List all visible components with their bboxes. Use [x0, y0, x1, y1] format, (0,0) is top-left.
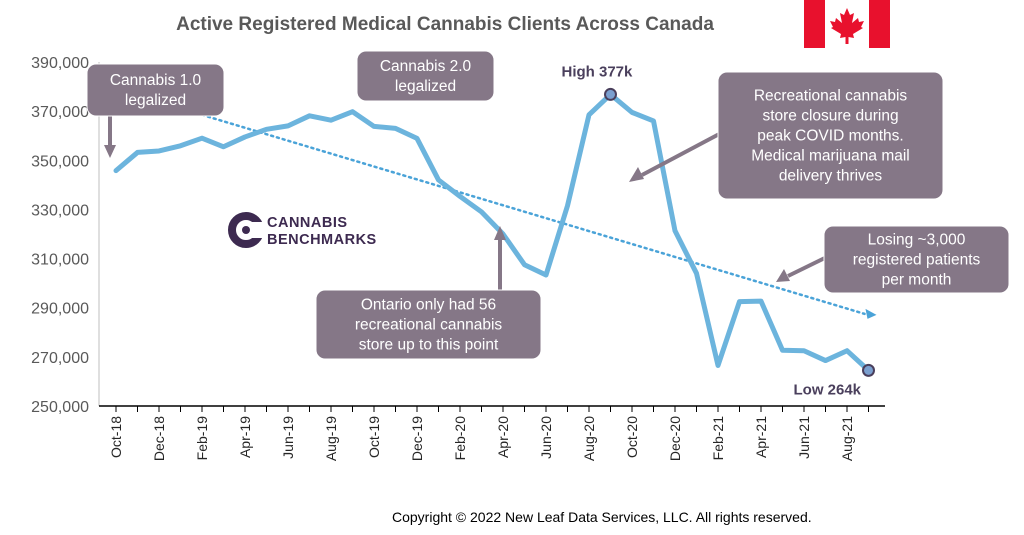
logo-dot-icon [242, 226, 250, 234]
y-axis: 250,000 270,000 290,000 310,000 330,000 350,0… [31, 55, 100, 416]
x-tick-label: Apr-19 [237, 416, 253, 458]
annotation-text-line: recreational cannabis [355, 317, 503, 334]
x-tick-label: Jun-19 [280, 416, 296, 459]
annotation-cannabis-2: Cannabis 2.0 legalized [356, 50, 495, 102]
x-tick-label: Jun-20 [538, 416, 554, 459]
y-tick-label: 290,000 [31, 301, 89, 318]
y-tick-label: 330,000 [31, 202, 89, 219]
x-tick-label: Aug-19 [323, 416, 339, 461]
high-label: High 377k [562, 63, 634, 80]
y-tick-label: 370,000 [31, 104, 89, 121]
annotation-box [823, 225, 1010, 294]
chart-title: Active Registered Medical Cannabis Clien… [176, 14, 714, 35]
cannabis-benchmarks-logo: CANNABIS BENCHMARKS [228, 212, 377, 248]
x-axis: Oct-18 Dec-18 Feb-19 Apr-19 Jun-19 Aug-19 Oct-… [99, 405, 885, 461]
series-line [113, 91, 871, 373]
annotation-arrowhead [629, 167, 644, 182]
copyright-notice: Copyright © 2022 New Leaf Data Services,… [392, 509, 812, 525]
y-tick-label: 350,000 [31, 153, 89, 170]
annotation-text-line: delivery thrives [779, 168, 883, 185]
logo-ring-gap [250, 222, 264, 238]
x-tick-label: Apr-20 [495, 416, 511, 458]
x-tick-label: Feb-21 [710, 416, 726, 461]
annotation-text-line: Ontario only had 56 [361, 297, 496, 314]
annotation-text-line: Cannabis 2.0 [380, 58, 472, 75]
annotation-text-line: registered patients [853, 252, 981, 269]
x-tick-label: Dec-18 [151, 416, 167, 461]
annotation-arrowhead [104, 145, 116, 158]
x-tick-label: Aug-21 [839, 416, 855, 461]
annotation-text-line: Cannabis 1.0 [110, 72, 202, 89]
y-tick-label: 310,000 [31, 252, 89, 269]
annotation-box [315, 289, 542, 360]
annotation-cannabis-1: Cannabis 1.0 legalized [86, 63, 225, 158]
x-tick-label: Feb-19 [194, 416, 210, 461]
annotation-box [356, 50, 495, 102]
flag-right-bar [869, 0, 890, 48]
annotation-text-line: Losing ~3,000 [868, 232, 966, 249]
x-tick-label: Aug-20 [581, 416, 597, 461]
annotation-covid-closure: Recreational cannabis store closure durin… [629, 71, 944, 200]
annotation-losing-patients: Losing ~3,000 registered patients per mont… [776, 225, 1010, 294]
annotation-text-line: store closure during [762, 108, 898, 125]
trend-line [114, 87, 866, 316]
x-tick-label: Oct-19 [366, 416, 382, 458]
x-tick-label: Dec-20 [667, 416, 683, 461]
annotation-text-line: legalized [395, 78, 456, 95]
annotation-box [717, 71, 944, 200]
x-tick-label: Jun-21 [796, 416, 812, 459]
annotation-text-line: store up to this point [359, 337, 499, 354]
low-label: Low 264k [794, 381, 862, 398]
x-tick-label: Feb-20 [452, 416, 468, 461]
canada-flag [804, 0, 890, 48]
flag-left-bar [804, 0, 825, 48]
annotation-box [86, 63, 225, 117]
annotation-layer: Cannabis 1.0 legalized Cannabis 2.0 legaliz… [86, 50, 1010, 360]
annotation-text-line: Recreational cannabis [754, 88, 908, 105]
logo-line1: CANNABIS [267, 215, 348, 231]
maple-leaf-icon [830, 8, 864, 44]
annotation-text-line: peak COVID months. [757, 128, 903, 145]
y-tick-label: 390,000 [31, 55, 89, 72]
annotation-text-line: legalized [125, 92, 186, 109]
low-point-marker [862, 363, 875, 377]
y-tick-label: 270,000 [31, 350, 89, 367]
y-tick-label: 250,000 [31, 399, 89, 416]
x-tick-label: Apr-21 [753, 416, 769, 458]
annotation-arrow-line [641, 130, 724, 177]
x-tick-label: Dec-19 [409, 416, 425, 461]
annotation-arrowhead [494, 226, 506, 240]
trend-arrowhead [865, 308, 877, 319]
logo-line2: BENCHMARKS [267, 232, 377, 248]
annotation-arrowhead [776, 269, 790, 282]
high-point-marker [604, 87, 617, 101]
annotation-text-line: per month [882, 272, 952, 289]
series-layer: High 377k Low 264k [113, 63, 877, 398]
annotation-text-line: Medical marijuana mail [751, 148, 910, 165]
x-tick-label: Oct-20 [624, 416, 640, 458]
x-tick-label: Oct-18 [108, 416, 124, 458]
annotation-ontario: Ontario only had 56 recreational cannabis… [315, 226, 542, 360]
